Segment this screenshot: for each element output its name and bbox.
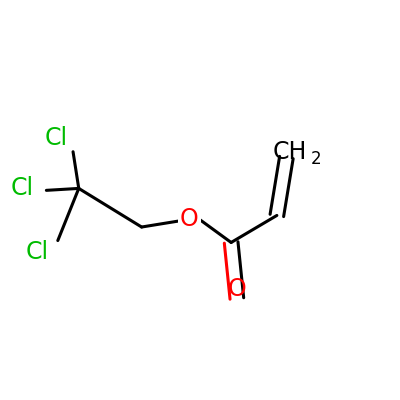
Text: Cl: Cl [25,240,48,264]
Text: Cl: Cl [44,126,67,150]
Text: 2: 2 [311,150,322,168]
Text: CH: CH [273,140,307,164]
Text: O: O [180,207,199,231]
Text: O: O [228,277,246,301]
Text: Cl: Cl [11,176,34,200]
